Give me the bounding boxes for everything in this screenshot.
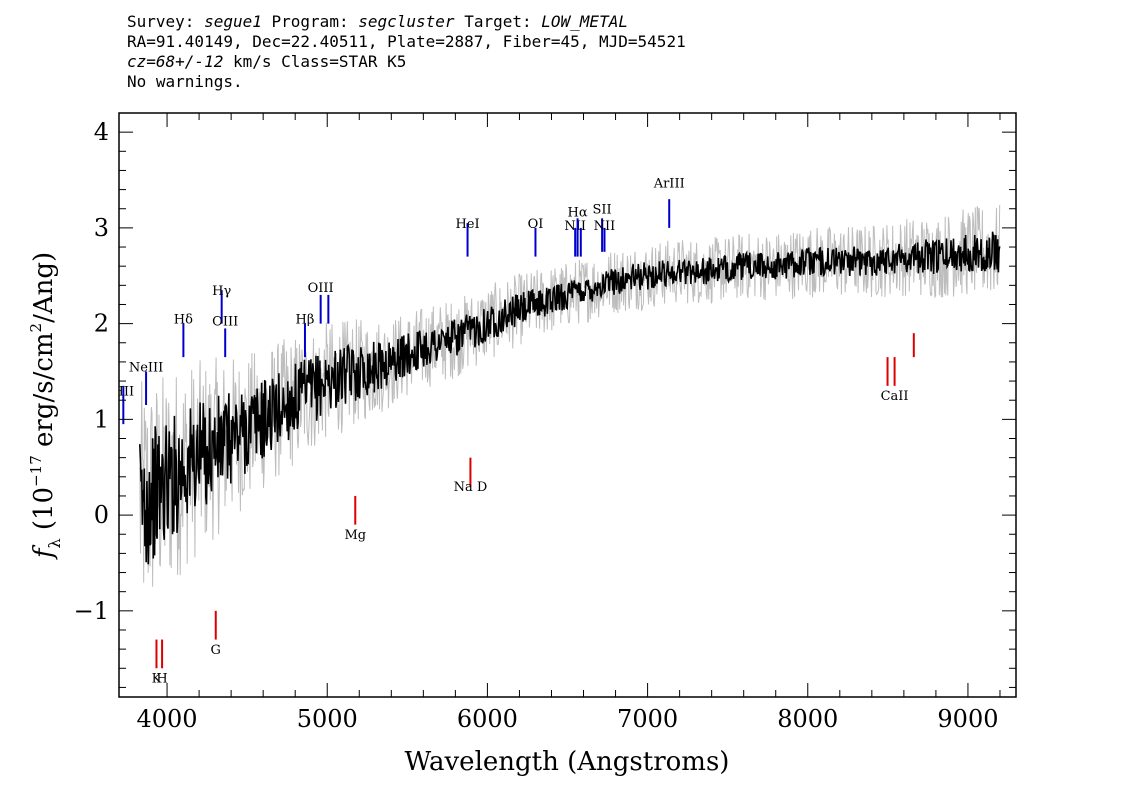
program-value: segcluster [358,12,455,31]
emission-line-label: HII [113,384,135,399]
emission-line-label: Hγ [212,284,231,299]
y-tick-label: 2 [94,310,109,338]
plot-frame [118,112,1017,698]
emission-line-label: ArIII [653,177,685,192]
absorption-line-label: Mg [344,528,366,543]
emission-line-label: NII [564,219,586,234]
redshift-value: cz=68+/-12 [127,52,224,71]
x-tick-label: 4000 [137,705,198,733]
absorption-line-label: Na D [454,480,488,495]
emission-line-label: Hδ [174,313,193,328]
y-axis-title-scale: (10 [29,487,59,539]
x-axis-title: Wavelength (Angstroms) [405,747,730,777]
x-tick-label: 7000 [617,705,678,733]
header-line-3: cz=68+/-12 km/s Class=STAR K5 [127,52,686,72]
x-tick-label: 9000 [937,705,998,733]
absorption-line-label: K [152,672,162,687]
program-label: Program: [271,12,349,31]
absorption-line-label: G [211,643,221,658]
emission-line-label: OI [528,217,544,232]
emission-line-label: NII [594,219,616,234]
target-value: LOW_METAL [541,12,628,31]
y-axis-title-per-ang: /Ang) [29,252,59,323]
emission-line-label: Hβ [296,313,315,328]
header-line-1: Survey: segue1 Program: segcluster Targe… [127,12,686,32]
emission-line-label: SII [593,203,612,218]
absorption-line-label: CaII [881,389,909,404]
axis-ticks: 4000 5000 6000 7000 8000 9000 −1 0 1 2 3 4 [74,112,1016,733]
y-axis-title: fλ (10−17 erg/s/cm2/Ang) [27,252,64,560]
y-axis-title-square: 2 [27,323,45,333]
target-label: Target: [464,12,532,31]
y-tick-label: −1 [74,597,109,625]
y-tick-label: 4 [94,118,109,146]
raw-flux-line [139,204,1001,587]
emission-line-label: OIII [308,281,334,296]
survey-value: segue1 [204,12,262,31]
x-tick-label: 8000 [777,705,838,733]
y-axis-title-exponent: −17 [27,455,45,487]
emission-line-label: HeI [455,217,479,232]
y-axis-title-units: erg/s/cm [29,332,59,455]
emission-line-label: Hα [568,205,588,220]
x-tick-label: 6000 [457,705,518,733]
y-tick-label: 1 [94,405,109,433]
emission-line-label: OIII [212,315,238,330]
header-line-2: RA=91.40149, Dec=22.40511, Plate=2887, F… [127,32,686,51]
emission-line-label: NeIII [129,360,163,375]
class-text: km/s Class=STAR K5 [223,52,407,71]
y-tick-label: 3 [94,214,109,242]
x-tick-label: 5000 [297,705,358,733]
absorption-line-label: H [156,672,167,687]
smoothed-flux-line [139,231,1001,565]
y-tick-label: 0 [94,501,109,529]
warnings-text: No warnings. [127,72,243,91]
spectrum-header: Survey: segue1 Program: segcluster Targe… [127,12,686,92]
survey-label: Survey: [127,12,195,31]
y-axis-title-lambda: λ [45,538,64,548]
